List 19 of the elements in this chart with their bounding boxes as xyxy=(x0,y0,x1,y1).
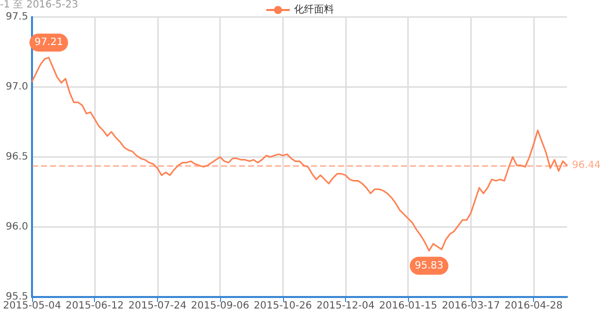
annotation: 97.21 xyxy=(34,37,64,48)
x-tick-label: 2015-09-06 xyxy=(191,300,250,312)
chart-title: -1 至 2016-5-23 xyxy=(0,0,78,10)
x-tick-label: 2015-05-04 xyxy=(2,300,62,312)
annotation: 95.83 xyxy=(414,260,444,272)
y-tick-label: 96.5 xyxy=(6,152,28,162)
y-tick-label: 95.5 xyxy=(6,292,28,302)
legend-label: 化纤面料 xyxy=(294,4,334,16)
x-tick-label: 2016-04-28 xyxy=(504,300,563,312)
y-tick-label: 97.5 xyxy=(6,12,28,22)
ref-line-label: 96.44 xyxy=(572,160,600,171)
y-tick-label: 96.0 xyxy=(6,222,28,232)
x-tick-label: 2016-01-15 xyxy=(379,300,438,312)
x-tick-label: 2015-10-26 xyxy=(254,300,312,312)
x-tick-label: 2015-12-04 xyxy=(316,300,375,312)
x-tick-label: 2015-07-24 xyxy=(128,300,186,312)
x-tick-label: 2015-06-12 xyxy=(66,300,124,312)
y-tick-label: 97.0 xyxy=(6,82,28,92)
x-tick-label: 2016-03-17 xyxy=(442,300,500,312)
